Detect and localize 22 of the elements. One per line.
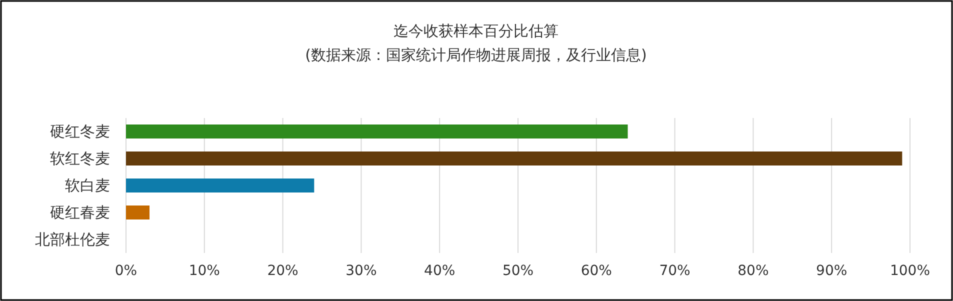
bar	[126, 178, 314, 192]
x-tick-label: 10%	[188, 263, 220, 279]
x-tick-label: 50%	[502, 263, 534, 279]
bar	[126, 152, 902, 166]
bar	[126, 206, 150, 220]
y-tick-label: 硬红冬麦	[50, 122, 110, 140]
y-tick-label: 软红冬麦	[50, 150, 110, 168]
x-tick-label: 80%	[738, 263, 769, 279]
x-tick-label: 70%	[659, 263, 690, 279]
y-tick-label: 软白麦	[65, 176, 110, 194]
y-tick-label: 北部杜伦麦	[35, 230, 110, 248]
x-tick-label: 30%	[346, 263, 377, 279]
x-tick-label: 100%	[890, 263, 930, 279]
chart-title: 迄今收获样本百分比估算	[394, 22, 558, 40]
x-tick-label: 60%	[580, 263, 612, 279]
y-tick-label: 硬红春麦	[50, 204, 110, 222]
x-tick-label: 0%	[114, 263, 138, 279]
x-tick-label: 40%	[424, 263, 456, 279]
chart-subtitle: (数据来源：国家统计局作物进展周报，及行业信息)	[305, 46, 647, 64]
x-tick-label: 90%	[816, 263, 848, 279]
bar	[126, 124, 628, 138]
x-tick-label: 20%	[267, 263, 298, 279]
